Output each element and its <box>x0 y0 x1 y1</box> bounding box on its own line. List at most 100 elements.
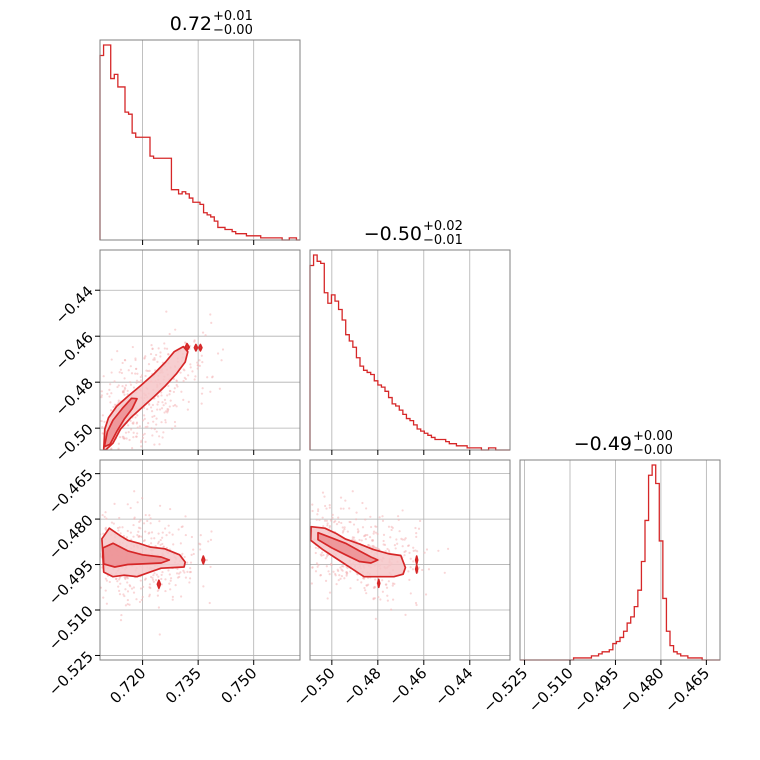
contour-inner <box>102 542 171 568</box>
sample-point <box>92 556 94 558</box>
sample-point <box>324 579 328 583</box>
sample-point <box>157 542 160 545</box>
sample-point <box>356 578 359 581</box>
sample-point <box>415 603 418 607</box>
sample-point <box>152 574 155 577</box>
sample-point <box>153 572 156 575</box>
sample-point <box>134 372 137 375</box>
sample-point <box>337 521 341 524</box>
sample-point <box>126 590 130 593</box>
sample-point <box>173 420 177 424</box>
sample-point <box>161 436 164 439</box>
sample-point <box>315 518 318 521</box>
sample-point <box>119 368 123 371</box>
sample-point <box>150 427 153 430</box>
param-title-value: −0.50 <box>364 223 422 245</box>
sample-point <box>165 534 168 537</box>
sample-point <box>126 389 129 392</box>
sample-point <box>182 569 185 572</box>
sample-point <box>103 515 106 518</box>
sample-point <box>117 585 120 588</box>
sample-point <box>126 393 129 396</box>
y-tick-label: −0.44 <box>52 282 97 327</box>
sample-point <box>108 388 111 391</box>
sample-point <box>124 604 128 607</box>
sample-point <box>115 455 117 457</box>
sample-point <box>216 352 220 355</box>
sample-point <box>140 445 143 448</box>
sample-point <box>328 506 331 509</box>
sample-point <box>147 402 151 405</box>
contour-island <box>201 555 206 565</box>
sample-point <box>94 575 96 577</box>
sample-point <box>146 408 149 411</box>
sample-point <box>425 548 429 551</box>
sample-point <box>139 587 143 590</box>
sample-point <box>372 597 375 601</box>
sample-point <box>158 504 162 507</box>
sample-point <box>151 347 154 350</box>
sample-point <box>162 404 165 407</box>
sample-point <box>128 438 131 442</box>
sample-point <box>110 392 113 395</box>
sample-point <box>218 387 221 390</box>
sample-point <box>168 405 171 408</box>
sample-point <box>134 416 137 419</box>
sample-point <box>138 520 141 524</box>
sample-point <box>364 589 367 592</box>
sample-point <box>292 549 294 551</box>
sample-point <box>141 436 145 440</box>
sample-point <box>113 380 116 383</box>
sample-point <box>126 603 129 606</box>
sample-point <box>150 542 153 545</box>
sample-point <box>326 597 329 600</box>
sample-point <box>162 431 165 434</box>
sample-point <box>112 522 115 525</box>
param-title-plus: +0.02 <box>423 219 463 234</box>
sample-point <box>160 407 164 410</box>
sample-point <box>119 619 123 622</box>
sample-point <box>141 595 144 599</box>
sample-point <box>393 544 396 547</box>
sample-point <box>133 517 136 520</box>
sample-point <box>146 519 149 523</box>
sample-point <box>129 365 132 368</box>
sample-point <box>120 613 123 617</box>
sample-point <box>368 536 372 539</box>
sample-point <box>100 555 103 558</box>
sample-point <box>124 359 127 362</box>
sample-point <box>378 516 381 519</box>
sample-point <box>167 384 170 388</box>
sample-point <box>325 565 328 568</box>
sample-point <box>180 595 183 598</box>
sample-point <box>322 525 325 528</box>
sample-point <box>339 577 342 580</box>
sample-point <box>171 427 174 430</box>
sample-point <box>118 516 121 520</box>
y-tick-label: −0.510 <box>45 602 97 654</box>
sample-point <box>199 534 202 537</box>
sample-point <box>143 414 146 417</box>
sample-point <box>165 310 168 313</box>
sample-point <box>90 545 92 547</box>
sample-point <box>163 347 166 350</box>
sample-point <box>341 569 344 572</box>
sample-point <box>184 341 187 345</box>
sample-point <box>414 549 417 552</box>
sample-point <box>160 450 162 452</box>
param-title-value: −0.49 <box>574 433 632 455</box>
sample-point <box>144 577 147 580</box>
sample-point <box>147 363 151 366</box>
sample-point <box>129 419 132 422</box>
sample-point <box>155 417 158 420</box>
sample-point <box>398 530 401 533</box>
sample-point <box>396 542 399 545</box>
sample-point <box>172 543 175 546</box>
sample-point <box>360 539 363 542</box>
sample-point <box>172 390 175 394</box>
sample-point <box>148 514 151 517</box>
sample-point <box>167 408 170 411</box>
sample-point <box>135 381 138 384</box>
sample-point <box>129 383 133 386</box>
histogram-panel-1: −0.50 +0.02−0.01 <box>309 219 511 455</box>
